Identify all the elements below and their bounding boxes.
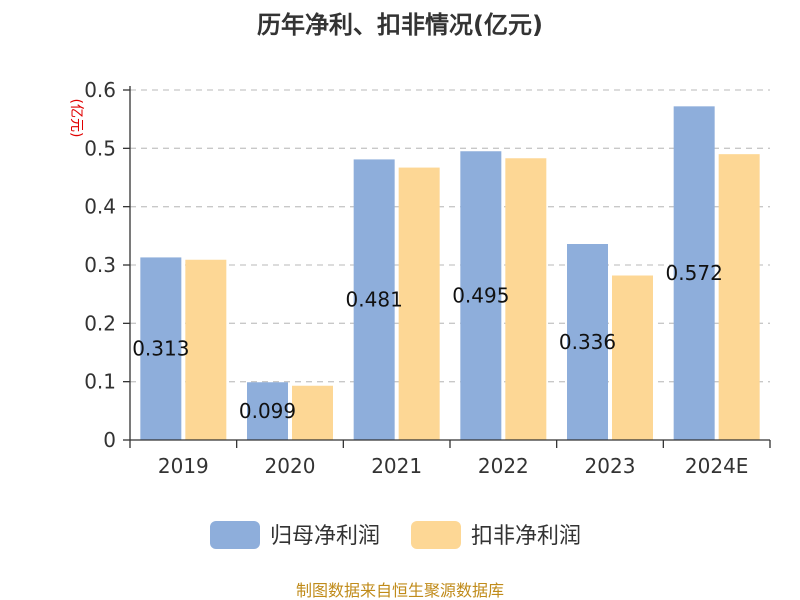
data-label: 0.313 <box>132 337 189 361</box>
y-axis-label: (亿元) <box>68 99 84 138</box>
y-tick-label: 0.5 <box>84 136 116 160</box>
data-label: 0.099 <box>239 399 296 423</box>
bar-net-profit <box>353 159 395 440</box>
y-tick-label: 0.6 <box>84 78 116 102</box>
x-tick-label: 2021 <box>371 454 422 478</box>
x-tick-label: 2024E <box>685 454 749 478</box>
bar-net-profit <box>140 257 182 440</box>
x-tick-label: 2020 <box>265 454 316 478</box>
bar-net-profit <box>673 106 715 440</box>
legend: 归母净利润 扣非净利润 <box>210 521 581 549</box>
bar-deducted-net-profit <box>505 158 547 440</box>
data-label: 0.572 <box>666 261 723 285</box>
bar-net-profit <box>460 151 502 440</box>
chart-title: 历年净利、扣非情况(亿元) <box>257 11 543 39</box>
bars <box>140 106 760 441</box>
axes: 0 0.1 0.2 0.3 0.4 0.5 0.6 2019 2020 2021 2022 2023 2… <box>84 78 771 478</box>
y-tick-label: 0 <box>103 428 116 452</box>
bar-deducted-net-profit <box>612 275 653 440</box>
y-tick-label: 0.3 <box>84 253 116 277</box>
y-tick-label: 0.1 <box>84 370 116 394</box>
data-label: 0.481 <box>346 288 403 312</box>
x-tick-label: 2019 <box>158 454 209 478</box>
x-tick-label: 2022 <box>478 454 529 478</box>
y-tick-label: 0.2 <box>84 311 116 335</box>
data-label: 0.336 <box>559 330 616 354</box>
legend-label: 扣非净利润 <box>471 524 581 549</box>
bar-deducted-net-profit <box>292 385 333 440</box>
bar-deducted-net-profit <box>185 259 227 440</box>
legend-swatch <box>210 521 260 549</box>
x-tick-label: 2023 <box>585 454 636 478</box>
y-tick-label: 0.4 <box>84 195 116 219</box>
bar-net-profit <box>567 244 608 440</box>
bar-net-profit <box>247 382 288 440</box>
gridlines <box>130 89 770 383</box>
source-footer: 制图数据来自恒生聚源数据库 <box>296 581 504 600</box>
data-label: 0.495 <box>452 284 509 308</box>
data-labels: 0.313 0.099 0.481 0.495 0.336 0.572 <box>132 261 723 423</box>
bar-deducted-net-profit <box>718 154 760 440</box>
legend-swatch <box>411 521 461 549</box>
legend-label: 归母净利润 <box>270 524 380 549</box>
bar-deducted-net-profit <box>398 167 440 441</box>
